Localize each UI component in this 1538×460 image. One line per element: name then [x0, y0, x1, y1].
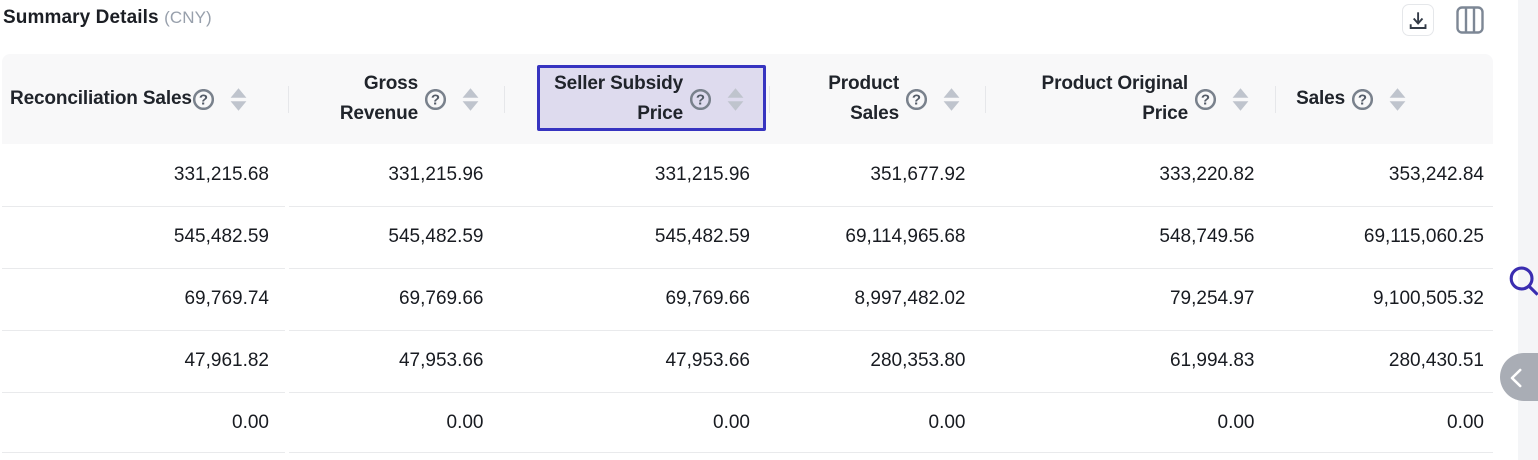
svg-text:?: ?: [431, 91, 440, 108]
svg-text:?: ?: [696, 91, 705, 108]
svg-text:?: ?: [1201, 91, 1210, 108]
svg-text:?: ?: [912, 91, 921, 108]
svg-text:?: ?: [199, 91, 208, 108]
svg-text:?: ?: [1358, 91, 1367, 108]
